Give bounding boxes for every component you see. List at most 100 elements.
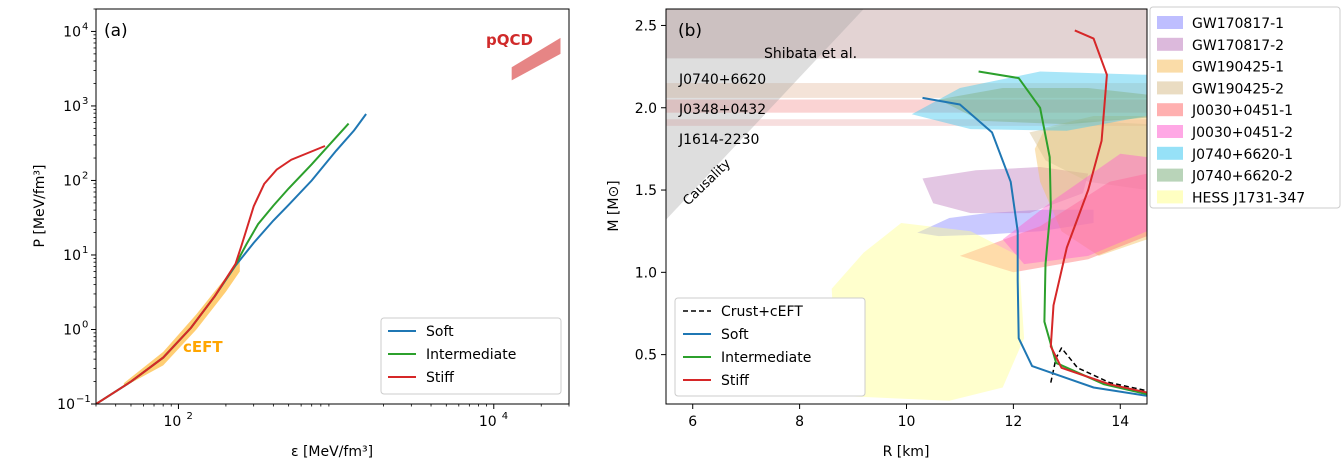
x-tick-label-b: 10 <box>898 414 916 430</box>
gw170817-2-region <box>922 167 1089 214</box>
panel-a-tag: (a) <box>104 21 128 41</box>
x-tick-label-b: 12 <box>1004 414 1022 430</box>
y-tick-label-b: 1.5 <box>635 183 657 199</box>
intermediate-curve-a <box>96 122 350 404</box>
panel-b-ticks: 6 8 10 12 14 0.5 1.0 1.5 2.0 2.5 <box>635 18 1130 430</box>
gw170817-1-legend-label: GW170817-1 <box>1192 16 1284 32</box>
x-tick-exponent-a: 4 <box>502 411 508 422</box>
j0348-label: J0348+0432 <box>678 102 766 118</box>
y-tick-label-a: 10 <box>63 322 81 338</box>
pQCD-label: pQCD <box>486 31 533 49</box>
causality-region <box>666 9 864 220</box>
y-axis-label-b: M [M⊙] <box>606 180 622 231</box>
hess-j1731-347-legend-swatch <box>1157 190 1183 204</box>
shibata-et-al-mass-band <box>666 9 1147 59</box>
gw170817-2-legend-label: GW170817-2 <box>1192 38 1284 54</box>
panel-a-ticks: 10 2 10 410 −110 010 110 210 310 4 <box>57 8 570 430</box>
legend-a-intermediate: Intermediate <box>426 347 516 363</box>
y-tick-exponent-a: 3 <box>82 96 88 107</box>
legend-a-stiff: Stiff <box>426 370 454 386</box>
j0030-0451-1-region <box>959 173 1147 273</box>
y-tick-label-b: 2.5 <box>635 18 657 34</box>
x-tick-label-a: 10 <box>164 414 182 430</box>
panel-b-tag: (b) <box>678 21 702 41</box>
gw190425-2-region <box>1029 120 1147 190</box>
gw190425-1-legend-swatch <box>1157 59 1183 73</box>
y-tick-exponent-a: −1 <box>76 394 91 405</box>
y-tick-exponent-a: 0 <box>82 319 88 330</box>
j0740-6620-1-legend-label: J0740+6620-1 <box>1191 147 1293 163</box>
legend-b-intermediate: Intermediate <box>721 350 811 366</box>
y-tick-label-b: 1.0 <box>635 265 657 281</box>
panel-a: 10 2 10 410 −110 010 110 210 310 4 (a) cEFT pQCD … <box>32 8 570 460</box>
panel-b-regions <box>831 71 1147 401</box>
y-tick-label-a: 10 <box>63 99 81 115</box>
hess-j1731-347-legend-label: HESS J1731-347 <box>1192 190 1305 206</box>
y-tick-exponent-a: 1 <box>82 245 88 256</box>
crust-ceft-curve-b <box>1050 347 1147 392</box>
j0030-0451-1-legend-label: J0030+0451-1 <box>1191 103 1293 119</box>
ceft-band <box>123 256 240 387</box>
gw170817-2-legend-swatch <box>1157 37 1183 51</box>
j0740-6620-1-legend-swatch <box>1157 146 1183 160</box>
j0740-6620-2-region <box>938 88 1147 125</box>
j0740-label: J0740+6620 <box>678 72 766 88</box>
j1614-label: J1614-2230 <box>678 132 759 148</box>
j0030-0451-2-legend-label: J0030+0451-2 <box>1191 125 1293 141</box>
legend-b-crust: Crust+cEFT <box>721 304 803 320</box>
stiff-curve-b <box>1049 29 1147 394</box>
y-tick-exponent-a: 4 <box>82 21 88 32</box>
legend-right-items: GW170817-1 GW170817-2 GW190425-1 GW190425-2… <box>1157 16 1305 206</box>
stiff-curve-a <box>96 145 326 404</box>
shibata-label: Shibata et al. <box>764 46 857 62</box>
panel-b: 6 8 10 12 14 0.5 1.0 1.5 2.0 2.5 (b) Shibata et a… <box>606 8 1148 460</box>
cEFT-label: cEFT <box>183 338 223 356</box>
y-tick-label-a: 10 <box>63 248 81 264</box>
panel-a-frame <box>95 8 570 405</box>
j0030-0451-2-region <box>1002 153 1147 265</box>
y-tick-exponent-a: 2 <box>82 170 88 181</box>
legend-right-box <box>1149 6 1341 209</box>
soft-curve-b <box>922 96 1147 397</box>
x-axis-label-b: R [km] <box>883 444 930 460</box>
hess-j1731-347-region <box>831 223 1025 401</box>
panel-a-bands <box>123 37 561 387</box>
y-tick-label-a: 10 <box>57 397 75 413</box>
j0740-6620-mass-band <box>666 83 1147 98</box>
legend-a-soft: Soft <box>426 324 454 340</box>
y-tick-label-b: 0.5 <box>635 348 657 364</box>
j0030-0451-1-legend-swatch <box>1157 103 1183 117</box>
j0348-0432-mass-band <box>666 99 1147 113</box>
pqcd-band <box>511 37 561 81</box>
y-axis-label-a: P [MeV/fm³] <box>32 165 48 248</box>
legend-right: GW170817-1 GW170817-2 GW190425-1 GW190425-2… <box>1149 6 1341 209</box>
x-tick-label-a: 10 <box>479 414 497 430</box>
j0740-6620-2-legend-label: J0740+6620-2 <box>1191 169 1293 185</box>
x-tick-exponent-a: 2 <box>186 411 192 422</box>
legend-a: Soft Intermediate Stiff <box>380 317 562 395</box>
x-tick-label-b: 8 <box>795 414 804 430</box>
y-tick-label-a: 10 <box>63 173 81 189</box>
gw190425-2-legend-swatch <box>1157 81 1183 95</box>
panel-b-lines <box>922 29 1147 397</box>
j0030-0451-2-legend-swatch <box>1157 125 1183 138</box>
panel-b-mass-bands <box>666 9 1147 220</box>
j0740-6620-2-legend-swatch <box>1157 168 1183 182</box>
j0740-6620-1-region <box>911 71 1147 131</box>
legend-b-box <box>674 297 866 397</box>
x-tick-label-b: 6 <box>688 414 697 430</box>
y-tick-label-a: 10 <box>63 24 81 40</box>
y-tick-label-b: 2.0 <box>635 101 657 117</box>
legend-b-soft: Soft <box>721 327 749 343</box>
gw190425-1-legend-label: GW190425-1 <box>1192 60 1284 76</box>
j1614-2230-mass-band <box>666 119 1147 126</box>
legend-a-box <box>380 317 562 395</box>
x-tick-label-b: 14 <box>1111 414 1129 430</box>
panel-a-lines <box>96 113 367 404</box>
gw170817-1-legend-swatch <box>1157 16 1183 29</box>
legend-b: Crust+cEFT Soft Intermediate Stiff <box>674 297 866 397</box>
gw190425-2-legend-label: GW190425-2 <box>1192 81 1284 97</box>
soft-curve-a <box>96 113 367 404</box>
legend-b-stiff: Stiff <box>721 373 749 389</box>
